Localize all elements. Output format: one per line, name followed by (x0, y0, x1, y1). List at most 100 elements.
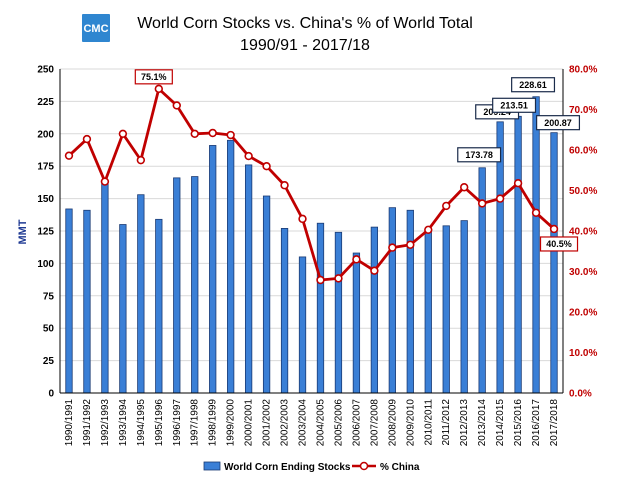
bar (388, 207, 396, 394)
china-share-line (68, 87, 555, 282)
left-tick-label: 125 (37, 227, 54, 238)
line-point (442, 201, 451, 211)
percent-callout-box (539, 236, 579, 252)
percent-callout: 40.5% (546, 239, 572, 249)
line-point (298, 214, 307, 224)
bar (191, 176, 199, 394)
x-tick-label: 2016/2017 (531, 399, 542, 447)
bar (262, 195, 271, 394)
x-tick-label: 1998/1999 (208, 399, 219, 447)
bar (209, 145, 217, 394)
x-tick-label: 2014/2015 (495, 399, 506, 447)
x-tick-label: 1993/1994 (118, 399, 129, 447)
percent-callout-box (134, 69, 173, 85)
bar (496, 121, 504, 394)
line-point (370, 266, 379, 275)
right-tick-label: 10.0% (569, 348, 597, 359)
value-callout-box (511, 77, 556, 93)
value-callout: 173.78 (465, 150, 493, 160)
bar (65, 208, 73, 394)
legend: World Corn Ending Stocks % China (203, 461, 420, 473)
line-point (316, 275, 325, 285)
left-tick-label: 200 (37, 129, 54, 140)
bar (119, 224, 127, 394)
x-tick-label: 2003/2004 (298, 399, 309, 447)
line-point (262, 162, 271, 171)
bar (460, 220, 468, 394)
chart-title: World Corn Stocks vs. China's % of World… (137, 15, 473, 32)
chart-subtitle: 1990/91 - 2017/18 (240, 37, 370, 54)
x-tick-label: 2008/2009 (387, 399, 398, 447)
line-point (226, 130, 235, 140)
line-point (208, 128, 217, 138)
legend-swatch-marker (359, 461, 369, 471)
x-tick-label: 1994/1995 (136, 399, 147, 447)
right-axis-ticks: 0.0% 10.0% 20.0% 30.0% 40.0% 50.0% 60.0% 70.0% 8… (569, 65, 597, 400)
left-tick-label: 225 (37, 97, 54, 108)
x-tick-label: 1992/1993 (100, 399, 111, 447)
value-callout: 200.87 (544, 118, 572, 128)
x-tick-label: 2004/2005 (315, 399, 326, 447)
right-tick-label: 50.0% (569, 186, 597, 197)
value-callout: 213.51 (500, 100, 528, 110)
line-point (406, 240, 415, 249)
left-tick-label: 250 (37, 65, 54, 76)
bar (352, 252, 361, 394)
line-point (244, 151, 253, 161)
cmc-logo: CMC (82, 14, 110, 42)
cmc-logo-text: CMC (83, 23, 108, 35)
right-tick-label: 20.0% (569, 308, 597, 319)
x-tick-label: 1995/1996 (154, 399, 165, 447)
line-series (64, 84, 559, 285)
x-tick-label: 2011/2012 (441, 399, 452, 446)
line-point (531, 208, 541, 217)
line-point (118, 129, 128, 139)
x-tick-label: 2005/2006 (333, 399, 344, 447)
right-tick-label: 0.0% (569, 389, 592, 400)
bar (316, 222, 325, 394)
bar (442, 225, 450, 394)
x-tick-label: 2000/2001 (244, 399, 255, 447)
right-tick-label: 40.0% (569, 227, 597, 238)
left-tick-label: 175 (37, 162, 54, 173)
x-tick-label: 1991/1992 (82, 399, 93, 447)
line-point (352, 255, 361, 264)
value-callout-box (492, 97, 537, 113)
line-point (136, 155, 146, 165)
right-tick-label: 70.0% (569, 105, 597, 116)
x-tick-label: 2002/2003 (280, 399, 291, 447)
left-tick-label: 100 (37, 259, 54, 270)
line-point (513, 179, 523, 188)
left-tick-label: 0 (48, 389, 54, 400)
cmc-logo-box (82, 14, 110, 42)
x-tick-label: 2001/2002 (262, 399, 273, 447)
x-tick-label: 2006/2007 (351, 399, 362, 447)
line-point (82, 134, 92, 144)
x-tick-label: 2010/2011 (423, 399, 434, 446)
x-axis-ticks: 1990/1991 1991/1992 1992/1993 1993/1994 1994… (64, 399, 560, 447)
line-point (459, 183, 469, 192)
line-point (424, 225, 433, 234)
line-point (549, 224, 559, 234)
x-tick-label: 2015/2016 (513, 399, 524, 447)
bar (370, 226, 379, 394)
x-tick-label: 1997/1998 (190, 399, 201, 447)
bar (424, 230, 432, 394)
value-callout-box (457, 147, 502, 163)
line-point (334, 274, 343, 283)
bar (532, 96, 540, 394)
bar (280, 228, 289, 394)
bar (173, 177, 181, 394)
value-callout-box (536, 115, 581, 131)
bar (227, 139, 235, 394)
legend-swatch-bars (203, 461, 221, 471)
percent-callout: 75.1% (141, 72, 167, 82)
left-tick-label: 50 (43, 324, 55, 335)
line-point (172, 101, 181, 110)
bar (550, 132, 558, 394)
bar (298, 256, 307, 394)
bar (406, 209, 414, 394)
left-tick-label: 25 (43, 356, 55, 367)
